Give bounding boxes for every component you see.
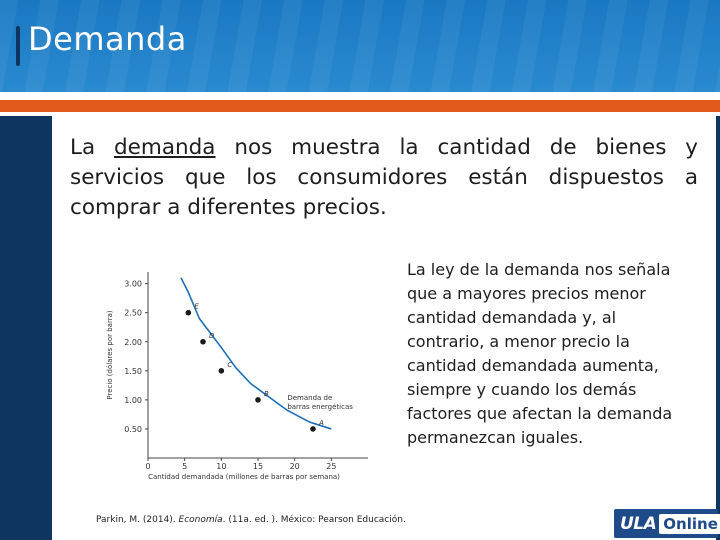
y-axis-label: Precio (dólares por barra)	[106, 310, 114, 400]
point-label-a: A	[318, 419, 324, 427]
citation-title: Economía	[178, 515, 223, 525]
point-b	[255, 397, 261, 403]
point-label-b: B	[264, 390, 269, 398]
demand-curve-line	[180, 277, 332, 430]
ula-online-logo: ULA Online	[614, 509, 720, 538]
left-sidebar-band	[0, 116, 52, 540]
y-tick-label: 3.00	[124, 280, 142, 289]
orange-divider	[0, 100, 720, 112]
point-label-c: C	[227, 361, 232, 369]
point-label-d: D	[209, 332, 215, 340]
citation: Parkin, M. (2014). Economía. (11a. ed. )…	[96, 515, 406, 525]
x-tick-label: 5	[182, 462, 187, 471]
curve-annotation-line: Demanda de	[287, 394, 332, 402]
intro-paragraph: La demanda nos muestra la cantidad de bi…	[70, 133, 698, 223]
title-accent-bar	[16, 26, 20, 66]
y-tick-label: 2.00	[124, 338, 142, 347]
x-tick-label: 25	[326, 462, 336, 471]
y-tick-label: 2.50	[124, 309, 142, 318]
citation-prefix: Parkin, M. (2014).	[96, 515, 179, 525]
intro-prefix: La	[70, 135, 115, 160]
point-e	[185, 309, 192, 316]
x-tick-label: 20	[290, 462, 300, 471]
content-area	[52, 116, 716, 540]
slide-title: Demanda	[28, 20, 187, 58]
y-tick-label: 1.00	[124, 396, 142, 405]
demanda-term: demanda	[114, 135, 216, 160]
x-tick-label: 0	[145, 462, 150, 471]
point-d	[200, 338, 206, 345]
point-label-e: E	[194, 303, 199, 311]
x-tick-label: 10	[216, 462, 226, 471]
intro-rest: nos muestra la cantidad de bienes y serv…	[70, 135, 698, 220]
curve-annotation-line: barras energéticas	[287, 403, 353, 411]
slide-header: Demanda	[0, 0, 720, 92]
x-axis-label: Cantidad demandada (millones de barras p…	[148, 473, 340, 481]
citation-rest: . (11a. ed. ). México: Pearson Educación…	[222, 515, 406, 525]
right-border	[716, 116, 720, 540]
logo-online-text: Online	[659, 513, 720, 534]
demand-curve-chart: 0.50 1.00 1.50 2.00 2.50 3.00 0 5 10 15 20 25 Cantid…	[106, 272, 368, 481]
x-tick-label: 15	[253, 462, 263, 471]
y-tick-label: 1.50	[124, 367, 142, 376]
point-c	[218, 368, 225, 374]
y-tick-label: 0.50	[124, 425, 142, 434]
point-a	[310, 426, 316, 432]
header-texture	[0, 0, 720, 92]
law-of-demand-text: La ley de la demanda nos señala que a ma…	[407, 260, 673, 447]
logo-ula-text: ULA	[620, 513, 657, 534]
